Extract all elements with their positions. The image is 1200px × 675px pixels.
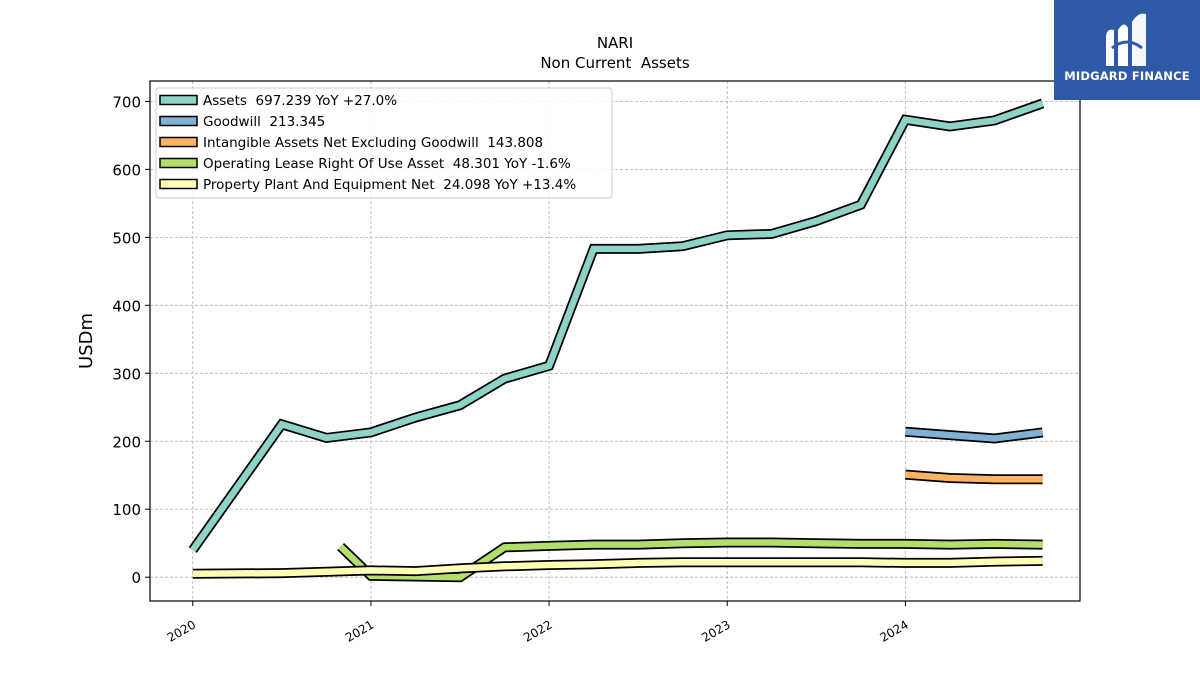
y-tick-label: 600 xyxy=(112,161,141,179)
legend: Assets 697.239 YoY +27.0% Goodwill 213.34… xyxy=(155,87,613,199)
legend-swatch xyxy=(159,178,198,190)
chart-subtitle: Non Current Assets xyxy=(540,54,690,72)
x-tick-label: 2021 xyxy=(343,617,376,644)
series-line xyxy=(192,557,1043,578)
series-intangible-assets-net-excluding-goodwill xyxy=(905,469,1043,485)
legend-swatch xyxy=(159,94,198,106)
x-axis: 2020 2021 2022 2023 2024 xyxy=(165,601,911,645)
legend-box xyxy=(155,87,613,199)
series-line xyxy=(338,539,1043,581)
series-goodwill xyxy=(905,426,1044,444)
y-tick-label: 300 xyxy=(112,365,141,383)
y-tick-label: 100 xyxy=(112,501,141,519)
chart-title: NARI xyxy=(597,34,633,52)
legend-label: Property Plant And Equipment Net 24.098 … xyxy=(203,177,576,193)
legend-swatch xyxy=(159,115,198,127)
series-line xyxy=(905,471,1043,483)
y-axis: 0 100 200 300 400 500 600 700 xyxy=(112,93,150,587)
series-line xyxy=(190,100,1044,552)
y-tick-label: 0 xyxy=(131,569,141,587)
series-layer xyxy=(188,98,1045,583)
logo-mark-icon xyxy=(1106,13,1146,67)
y-tick-label: 400 xyxy=(112,297,141,315)
y-axis-label: USDm xyxy=(76,313,97,369)
x-tick-label: 2024 xyxy=(877,617,910,644)
series-property-plant-and-equipment-net xyxy=(192,555,1043,579)
midgard-finance-logo: MIDGARD FINANCE xyxy=(1054,0,1200,100)
logo-text: MIDGARD FINANCE xyxy=(1064,69,1190,83)
x-tick-label: 2022 xyxy=(521,617,554,644)
legend-swatch xyxy=(159,136,198,148)
x-tick-label: 2020 xyxy=(165,617,198,644)
legend-label: Intangible Assets Net Excluding Goodwill… xyxy=(203,135,543,151)
x-tick-label: 2023 xyxy=(699,617,732,644)
legend-label: Assets 697.239 YoY +27.0% xyxy=(203,93,397,109)
legend-label: Goodwill 213.345 xyxy=(203,114,325,130)
y-tick-label: 200 xyxy=(112,433,141,451)
y-tick-label: 500 xyxy=(112,229,141,247)
legend-swatch xyxy=(159,157,198,169)
y-tick-label: 700 xyxy=(112,93,141,111)
series-line xyxy=(905,428,1044,442)
legend-label: Operating Lease Right Of Use Asset 48.30… xyxy=(203,156,571,172)
plot-frame xyxy=(149,80,1081,602)
series-operating-lease-right-of-use-asset xyxy=(337,537,1043,583)
series-assets xyxy=(188,98,1045,553)
